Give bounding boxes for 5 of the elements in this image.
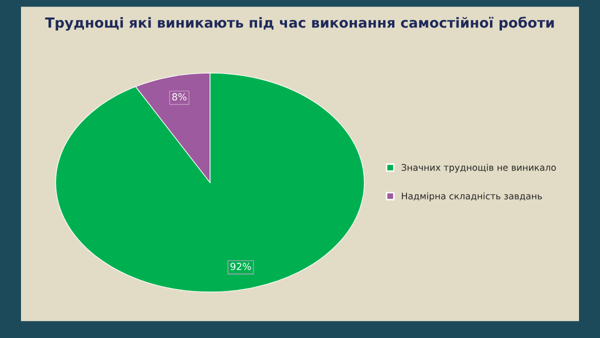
legend-label: Надмірна складність завдань <box>402 192 542 202</box>
chart-title: Труднощі які виникають під час виконання самостійної роботи <box>45 16 554 31</box>
data-label: 92% <box>230 262 251 270</box>
data-label: 8% <box>172 93 186 101</box>
legend-label: Значних труднощів не виникало <box>402 164 556 173</box>
